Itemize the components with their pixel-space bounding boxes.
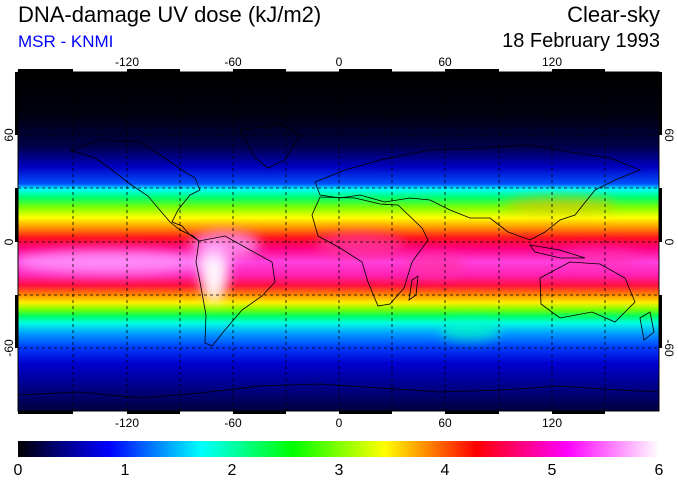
lat-tick-left-60: 60 xyxy=(2,128,16,142)
coast-greenland xyxy=(239,123,301,169)
colorbar-tick-1: 1 xyxy=(121,462,130,479)
colorbar-tick-3: 3 xyxy=(335,462,344,479)
lon-tick-bottom-0: 0 xyxy=(336,416,343,430)
lat-lon-grid xyxy=(18,72,659,411)
lon-tick-top-minus120: -120 xyxy=(115,55,139,69)
colorbar-tick-2: 2 xyxy=(228,462,237,479)
lon-tick-bottom-60: 60 xyxy=(438,416,452,430)
coast-new-zealand xyxy=(639,311,655,341)
lat-tick-right-minus60: -60 xyxy=(662,339,676,357)
lon-tick-bottom-minus60: -60 xyxy=(224,416,242,430)
lat-tick-left-0: 0 xyxy=(2,238,16,245)
map-title: DNA-damage UV dose (kJ/m2) xyxy=(18,2,322,27)
lon-tick-bottom-120: 120 xyxy=(542,416,562,430)
colorbar xyxy=(18,441,659,457)
map-date-label: 18 February 1993 xyxy=(502,30,660,52)
coast-europe-asia xyxy=(314,144,642,241)
coast-antarctica xyxy=(18,383,659,399)
lon-tick-top-minus60: -60 xyxy=(224,55,242,69)
coastlines xyxy=(18,123,659,399)
coast-australia xyxy=(539,261,636,323)
lon-tick-top-60: 60 xyxy=(438,55,452,69)
map-field xyxy=(18,72,659,411)
lon-tick-top-0: 0 xyxy=(336,55,343,69)
lon-tick-bottom-minus120: -120 xyxy=(115,416,139,430)
lat-tick-left-minus60: -60 xyxy=(2,339,16,357)
colorbar-tick-0: 0 xyxy=(14,462,23,479)
lat-tick-right-0: 0 xyxy=(662,239,676,246)
sky-condition-label: Clear-sky xyxy=(567,2,660,27)
data-source-label: MSR - KNMI xyxy=(18,32,114,51)
coast-south-america xyxy=(195,235,276,347)
coast-indonesia xyxy=(529,244,586,259)
colorbar-tick-5: 5 xyxy=(548,462,557,479)
lat-tick-right-60: 60 xyxy=(662,128,676,142)
coast-africa xyxy=(311,196,429,307)
lon-tick-top-120: 120 xyxy=(542,55,562,69)
coast-north-america xyxy=(68,139,201,242)
colorbar-tick-6: 6 xyxy=(655,462,664,479)
colorbar-tick-4: 4 xyxy=(441,462,450,479)
map-border-segments xyxy=(15,69,662,414)
